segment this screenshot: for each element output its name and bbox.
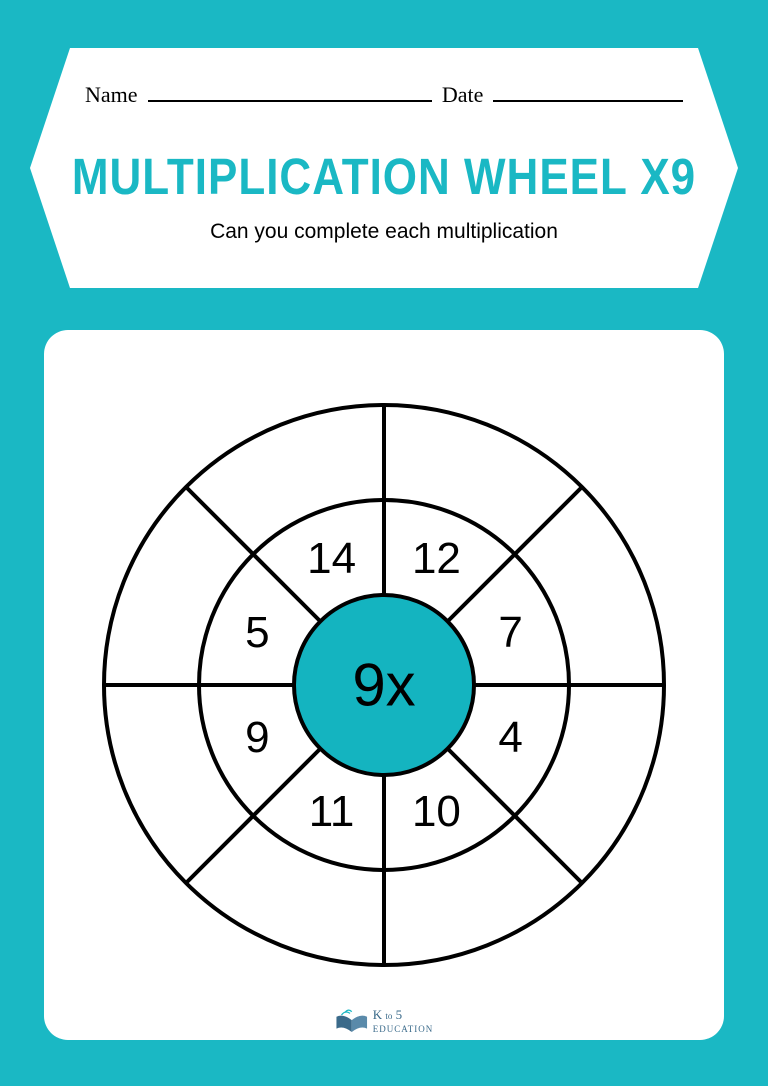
- name-input-line[interactable]: [148, 80, 432, 102]
- brand-5: 5: [396, 1007, 403, 1022]
- wheel-number: 5: [245, 608, 269, 657]
- wheel-number: 10: [412, 787, 461, 836]
- multiplication-wheel: 9x 12 7 4 10 11 9 5 14: [94, 395, 674, 975]
- name-label: Name: [85, 82, 138, 108]
- date-input-line[interactable]: [493, 80, 683, 102]
- brand-logo: K to 5 EDUCATION: [335, 1008, 434, 1034]
- brand-to: to: [385, 1011, 392, 1021]
- wheel-number: 4: [498, 713, 522, 762]
- spoke: [186, 487, 320, 621]
- brand-k: K: [373, 1007, 382, 1022]
- wheel-number: 7: [498, 608, 522, 657]
- wheel-number: 12: [412, 534, 461, 583]
- worksheet-subtitle: Can you complete each multiplication: [30, 220, 738, 244]
- wheel-number: 9: [245, 713, 269, 762]
- book-icon: [335, 1008, 369, 1034]
- brand-sub: EDUCATION: [373, 1024, 434, 1034]
- center-label: 9x: [352, 652, 415, 719]
- header-banner: Name Date MULTIPLICATION WHEEL X9 Can yo…: [30, 48, 738, 288]
- name-date-row: Name Date: [85, 80, 683, 108]
- date-label: Date: [442, 82, 484, 108]
- spoke: [448, 487, 582, 621]
- brand-text: K to 5 EDUCATION: [373, 1008, 434, 1034]
- wheel-panel: 9x 12 7 4 10 11 9 5 14 K to 5 EDUCATION: [44, 330, 724, 1040]
- spoke: [448, 749, 582, 883]
- worksheet-title: MULTIPLICATION WHEEL X9: [30, 149, 738, 207]
- wheel-number: 11: [309, 787, 355, 836]
- wheel-number: 14: [307, 534, 356, 583]
- spoke: [186, 749, 320, 883]
